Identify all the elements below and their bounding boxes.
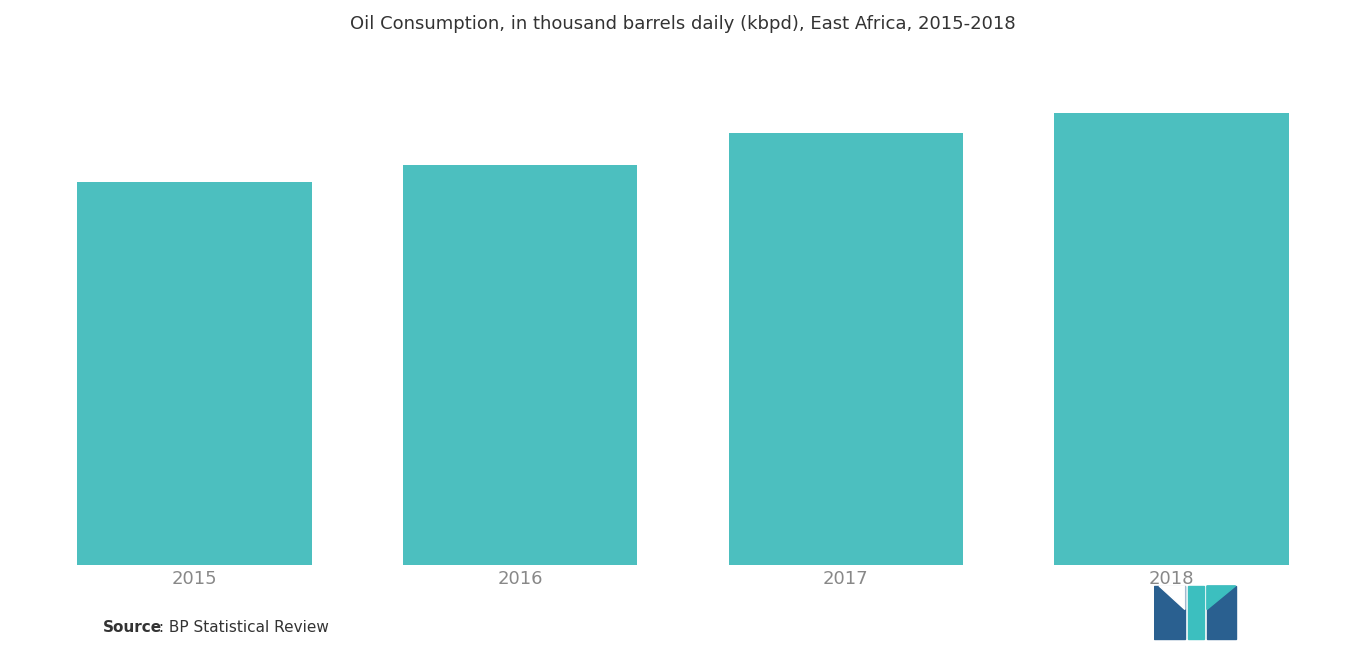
Polygon shape (1208, 586, 1236, 639)
Text: : BP Statistical Review: : BP Statistical Review (154, 620, 329, 635)
Bar (403, 166, 638, 565)
Title: Oil Consumption, in thousand barrels daily (kbpd), East Africa, 2015-2018: Oil Consumption, in thousand barrels dai… (350, 15, 1016, 33)
Polygon shape (1188, 586, 1203, 639)
Bar (76, 182, 311, 565)
Bar (1055, 113, 1290, 565)
Polygon shape (1208, 586, 1236, 609)
Text: Source: Source (102, 620, 161, 635)
Bar (728, 133, 963, 565)
Polygon shape (1154, 586, 1184, 639)
Polygon shape (1158, 586, 1184, 609)
